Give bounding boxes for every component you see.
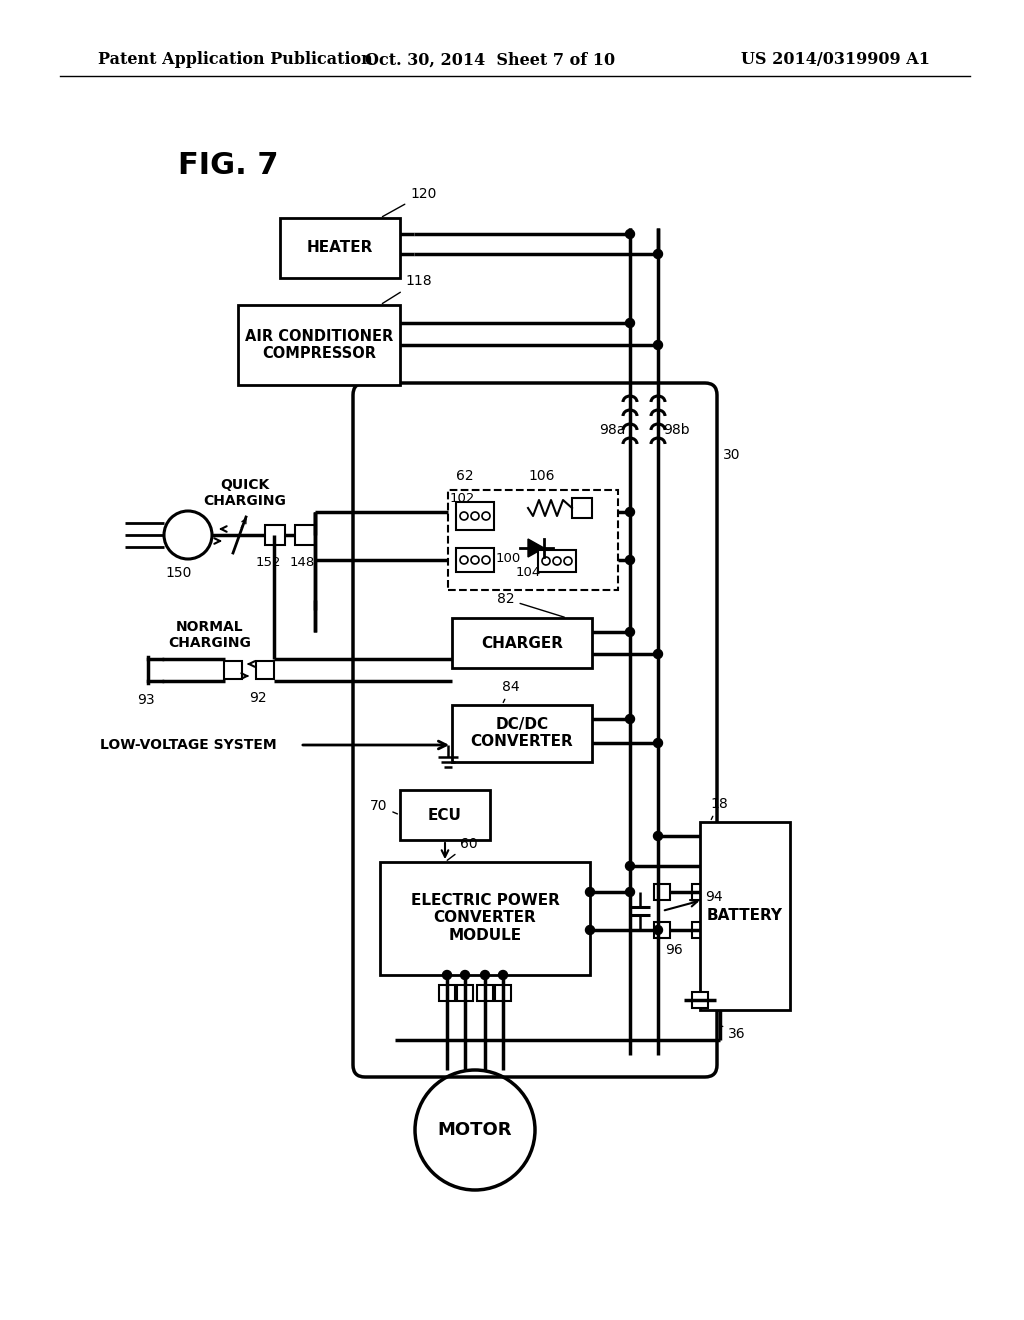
Polygon shape	[528, 539, 544, 557]
Text: 148: 148	[290, 557, 314, 569]
Text: 100: 100	[496, 552, 521, 565]
Text: 82: 82	[497, 591, 564, 618]
Bar	[452, 705, 592, 762]
Text: LOW-VOLTAGE SYSTEM: LOW-VOLTAGE SYSTEM	[100, 738, 276, 752]
Bar	[692, 884, 708, 900]
Circle shape	[480, 970, 489, 979]
Text: 106: 106	[528, 469, 555, 483]
Circle shape	[626, 230, 635, 239]
Circle shape	[653, 341, 663, 350]
Text: 94: 94	[665, 890, 723, 911]
Text: DC/DC
CONVERTER: DC/DC CONVERTER	[471, 717, 573, 750]
Bar	[700, 822, 790, 1010]
Text: CHARGER: CHARGER	[481, 635, 563, 651]
Bar	[439, 985, 455, 1001]
Text: 98a: 98a	[599, 422, 625, 437]
Bar	[495, 985, 511, 1001]
Text: 120: 120	[382, 187, 436, 216]
Circle shape	[461, 970, 469, 979]
Text: 152: 152	[255, 557, 281, 569]
Text: US 2014/0319909 A1: US 2014/0319909 A1	[741, 51, 930, 69]
Text: 60: 60	[447, 837, 477, 861]
Bar	[449, 490, 618, 590]
Text: NORMAL
CHARGING: NORMAL CHARGING	[169, 620, 252, 651]
Bar	[295, 525, 315, 545]
Text: 70: 70	[370, 799, 397, 814]
Bar	[654, 884, 670, 900]
Bar	[452, 618, 592, 668]
Text: Patent Application Publication: Patent Application Publication	[98, 51, 373, 69]
Text: ELECTRIC POWER
CONVERTER
MODULE: ELECTRIC POWER CONVERTER MODULE	[411, 894, 559, 942]
Text: 96: 96	[665, 942, 683, 957]
Circle shape	[626, 862, 635, 870]
Bar	[692, 921, 708, 939]
Circle shape	[626, 714, 635, 723]
Circle shape	[653, 925, 663, 935]
Bar	[400, 789, 490, 840]
Text: AIR CONDITIONER
COMPRESSOR: AIR CONDITIONER COMPRESSOR	[245, 329, 393, 362]
Circle shape	[626, 887, 635, 896]
Text: HEATER: HEATER	[307, 240, 373, 256]
Text: 118: 118	[382, 275, 432, 304]
Bar	[538, 550, 575, 572]
Bar	[456, 548, 494, 572]
Text: 62: 62	[456, 469, 474, 483]
Bar	[692, 993, 708, 1008]
Text: 150: 150	[165, 566, 191, 579]
Bar	[280, 218, 400, 279]
Bar	[477, 985, 493, 1001]
Bar	[265, 525, 285, 545]
Text: MOTOR: MOTOR	[437, 1121, 512, 1139]
Text: 30: 30	[723, 447, 740, 462]
Circle shape	[586, 887, 595, 896]
Text: FIG. 7: FIG. 7	[178, 150, 279, 180]
Bar	[380, 862, 590, 975]
Circle shape	[626, 627, 635, 636]
Circle shape	[626, 507, 635, 516]
Text: Oct. 30, 2014  Sheet 7 of 10: Oct. 30, 2014 Sheet 7 of 10	[365, 51, 615, 69]
Text: 84: 84	[502, 680, 519, 702]
Bar	[654, 921, 670, 939]
Circle shape	[653, 738, 663, 747]
Circle shape	[653, 249, 663, 259]
Text: 102: 102	[450, 491, 475, 504]
Circle shape	[442, 970, 452, 979]
Bar	[256, 661, 274, 678]
Circle shape	[586, 925, 595, 935]
Bar	[572, 498, 592, 517]
Text: 104: 104	[516, 565, 542, 578]
Text: 18: 18	[710, 797, 728, 820]
Text: BATTERY: BATTERY	[707, 908, 783, 924]
Bar	[456, 502, 494, 531]
Bar	[238, 305, 400, 385]
Text: QUICK
CHARGING: QUICK CHARGING	[204, 478, 287, 508]
Text: 92: 92	[249, 690, 267, 705]
Text: 93: 93	[137, 693, 155, 708]
Text: 98b: 98b	[663, 422, 689, 437]
Text: ECU: ECU	[428, 808, 462, 822]
Circle shape	[626, 318, 635, 327]
Circle shape	[626, 556, 635, 565]
Bar	[457, 985, 473, 1001]
Circle shape	[653, 832, 663, 841]
Text: 36: 36	[723, 1027, 745, 1041]
Circle shape	[653, 649, 663, 659]
Circle shape	[499, 970, 508, 979]
Bar	[224, 661, 242, 678]
